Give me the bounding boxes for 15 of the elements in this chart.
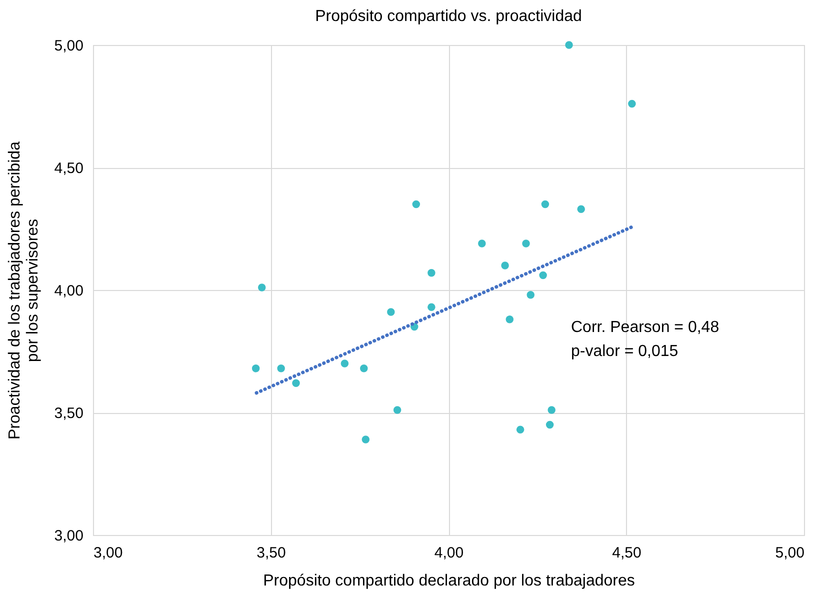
x-tick-label: 4,00 [434,544,464,562]
y-axis-title: Proactividad de los trabajadores percibida por los supervisores [6,141,42,440]
y-tick-label: 3,50 [54,405,84,422]
y-tick-label: 4,50 [54,160,84,177]
annotation: p-valor = 0,015 [571,343,678,360]
x-tick-label: 3,00 [94,544,123,562]
y-tick-label: 4,00 [54,282,84,300]
x-tick-label: 4,50 [612,544,642,562]
y-tick-label: 5,00 [54,38,84,54]
annotation: Corr. Pearson = 0,48 [571,319,720,336]
y-tick-label: 3,00 [54,528,84,544]
chart-title: Propósito compartido vs. proactividad [315,8,582,25]
x-axis-title: Propósito compartido declarado por los trabajadores [263,572,635,590]
x-tick-label: 5,00 [775,544,804,562]
x-tick-label: 3,50 [256,544,286,562]
